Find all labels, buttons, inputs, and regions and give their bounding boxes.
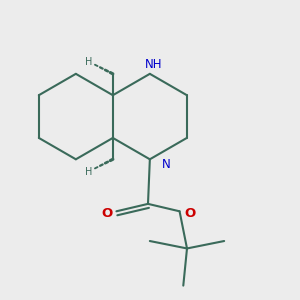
Text: O: O	[184, 207, 196, 220]
Text: O: O	[101, 207, 113, 220]
Text: H: H	[85, 167, 92, 176]
Text: NH: NH	[145, 58, 162, 71]
Text: N: N	[162, 158, 171, 171]
Text: H: H	[85, 57, 92, 67]
